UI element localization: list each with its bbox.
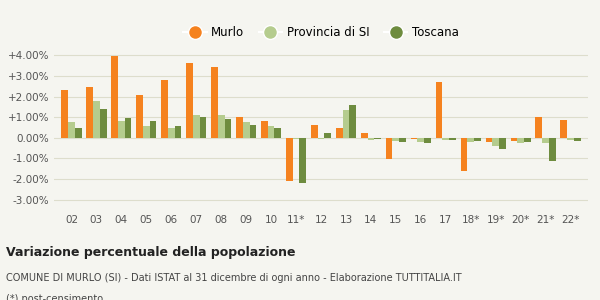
Bar [424, 138, 431, 143]
Bar [474, 138, 481, 141]
Bar [560, 120, 567, 138]
Bar [574, 138, 581, 141]
Bar [200, 117, 206, 138]
Bar [511, 138, 517, 141]
Bar [261, 121, 268, 138]
Bar [461, 138, 467, 171]
Bar [311, 125, 317, 138]
Bar [193, 115, 200, 138]
Bar [299, 138, 306, 183]
Bar [485, 138, 493, 142]
Bar [143, 127, 149, 138]
Bar [75, 128, 82, 138]
Bar [325, 133, 331, 138]
Bar [100, 109, 107, 138]
Bar [343, 110, 349, 138]
Bar [436, 82, 442, 138]
Bar [186, 62, 193, 138]
Bar [542, 138, 549, 143]
Bar [411, 138, 418, 139]
Bar [211, 67, 218, 138]
Bar [61, 90, 68, 138]
Bar [93, 101, 100, 138]
Legend: Murlo, Provincia di SI, Toscana: Murlo, Provincia di SI, Toscana [178, 21, 464, 44]
Bar [499, 138, 506, 149]
Bar [293, 138, 299, 139]
Bar [125, 118, 131, 138]
Text: COMUNE DI MURLO (SI) - Dati ISTAT al 31 dicembre di ogni anno - Elaborazione TUT: COMUNE DI MURLO (SI) - Dati ISTAT al 31 … [6, 273, 461, 283]
Bar [392, 138, 399, 141]
Bar [218, 115, 224, 138]
Bar [175, 127, 181, 138]
Bar [286, 138, 293, 181]
Bar [250, 125, 256, 138]
Bar [449, 138, 456, 140]
Bar [442, 138, 449, 140]
Bar [243, 122, 250, 138]
Bar [368, 138, 374, 140]
Bar [361, 133, 368, 138]
Bar [374, 138, 381, 139]
Bar [399, 138, 406, 142]
Text: (*) post-censimento: (*) post-censimento [6, 294, 103, 300]
Bar [111, 56, 118, 138]
Bar [493, 138, 499, 146]
Bar [118, 121, 125, 138]
Bar [467, 138, 474, 142]
Bar [535, 117, 542, 138]
Bar [336, 128, 343, 138]
Bar [418, 138, 424, 142]
Text: Variazione percentuale della popolazione: Variazione percentuale della popolazione [6, 246, 296, 259]
Bar [567, 138, 574, 140]
Bar [149, 121, 157, 138]
Bar [136, 94, 143, 138]
Bar [168, 128, 175, 138]
Bar [268, 127, 274, 138]
Bar [274, 128, 281, 138]
Bar [386, 138, 392, 160]
Bar [68, 122, 75, 138]
Bar [86, 87, 93, 138]
Bar [517, 138, 524, 143]
Bar [236, 117, 243, 138]
Bar [224, 119, 231, 138]
Bar [549, 138, 556, 161]
Bar [349, 105, 356, 138]
Bar [161, 80, 168, 138]
Bar [317, 138, 325, 139]
Bar [524, 138, 531, 142]
